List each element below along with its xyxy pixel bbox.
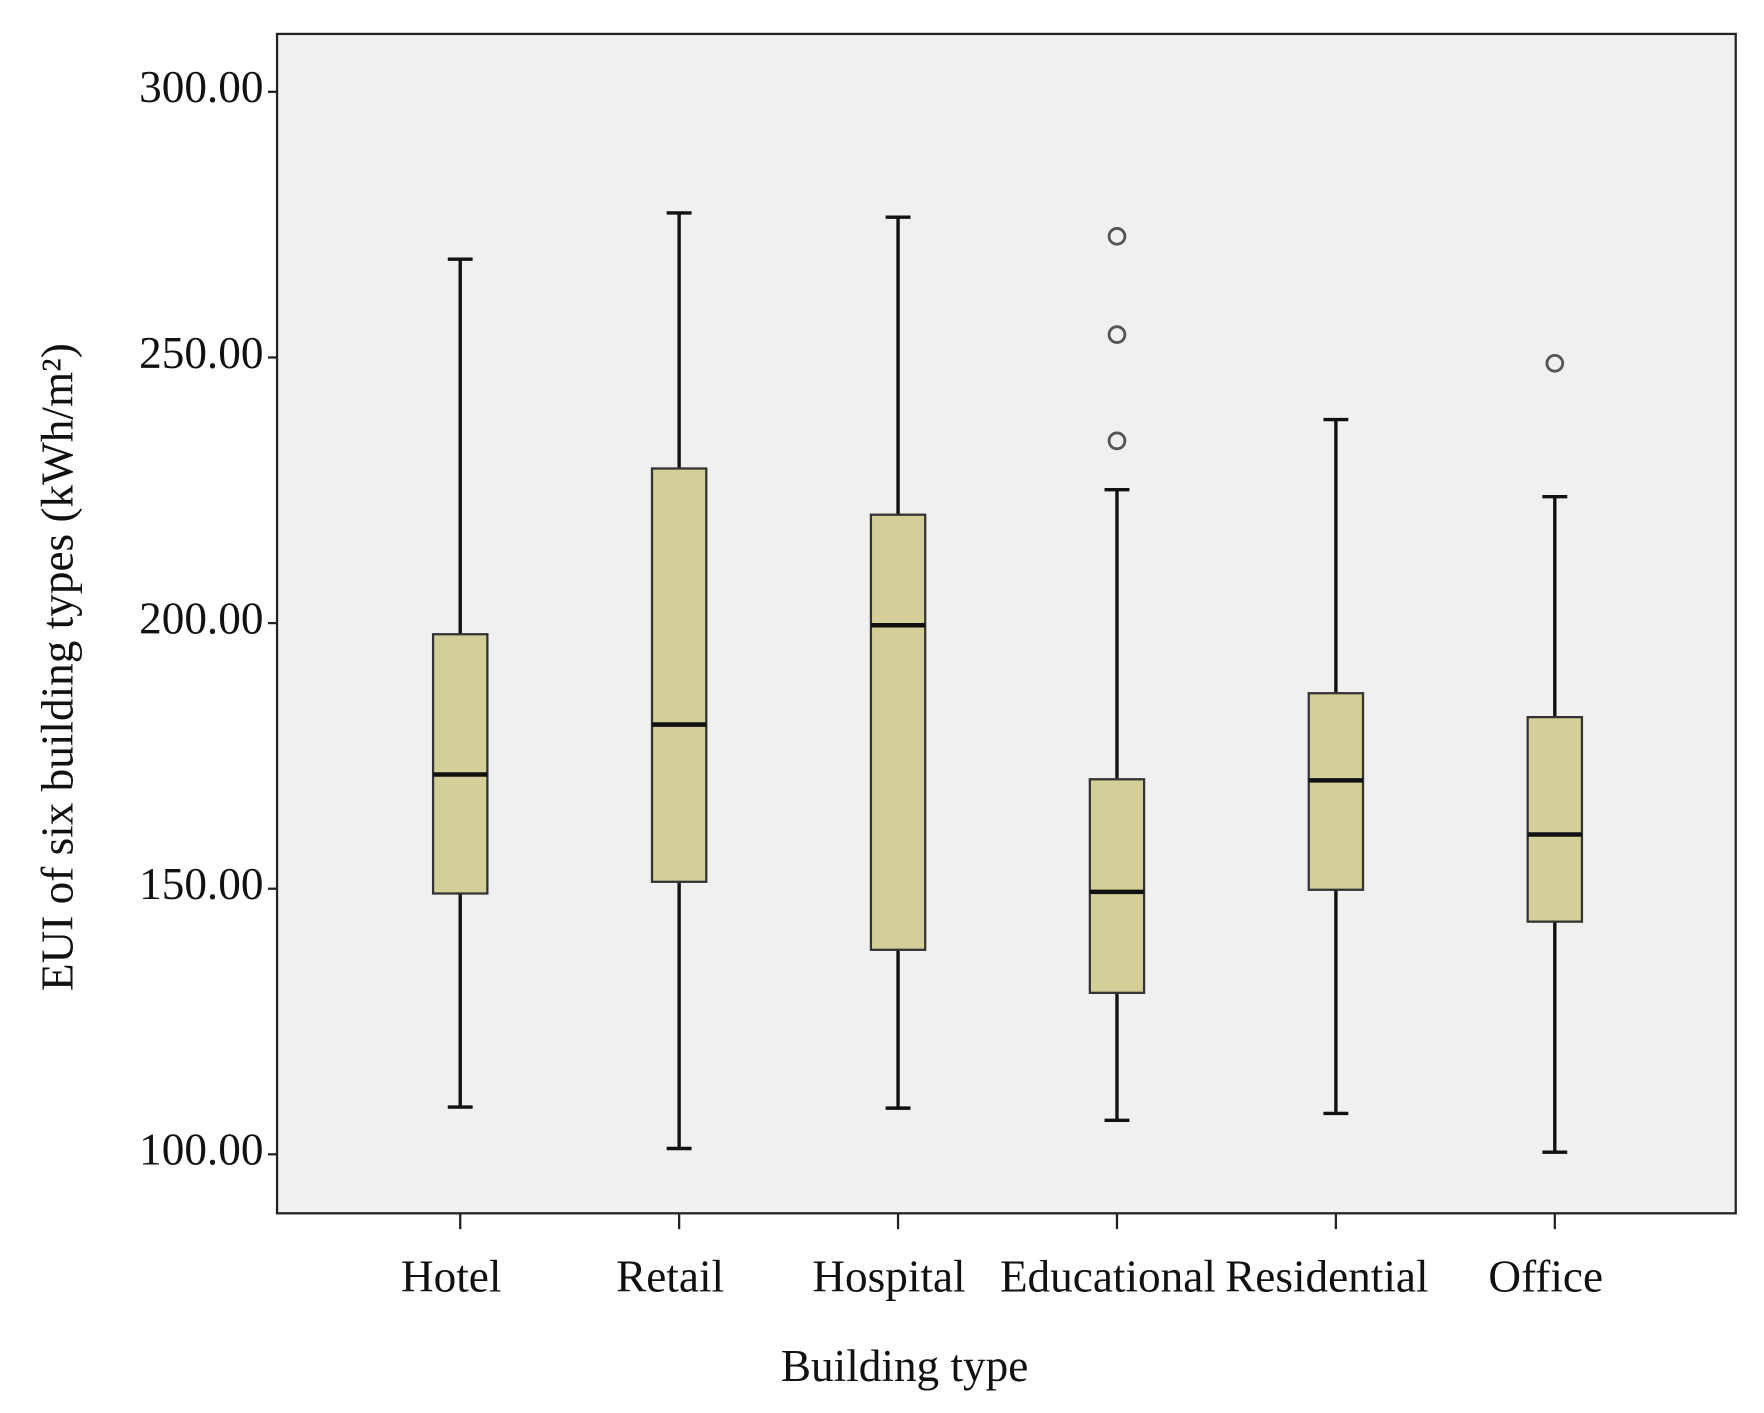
y-tick-label: 250.00 bbox=[139, 328, 263, 378]
y-tick-label: 100.00 bbox=[139, 1125, 263, 1175]
x-tick-label: Office bbox=[1488, 1252, 1603, 1302]
x-axis-label: Building type bbox=[781, 1341, 1028, 1391]
outlier bbox=[1545, 353, 1565, 373]
box bbox=[650, 467, 708, 883]
y-tick-label: 150.00 bbox=[139, 859, 263, 909]
box bbox=[1088, 778, 1146, 994]
plot-area bbox=[275, 32, 1737, 1215]
box bbox=[431, 633, 489, 895]
x-tick-label: Hospital bbox=[812, 1252, 965, 1302]
y-axis-label: EUI of six building types (kWh/m²) bbox=[33, 343, 83, 991]
outlier bbox=[1107, 325, 1127, 344]
x-tick-label: Educational bbox=[1000, 1252, 1216, 1302]
x-tick-label: Residential bbox=[1225, 1252, 1428, 1302]
x-tick-label: Retail bbox=[616, 1252, 724, 1302]
box bbox=[869, 513, 927, 951]
y-tick-label: 300.00 bbox=[139, 62, 263, 112]
y-tick-label: 200.00 bbox=[139, 593, 263, 643]
box bbox=[1526, 715, 1584, 923]
box bbox=[1307, 692, 1365, 891]
outlier bbox=[1107, 227, 1127, 246]
outlier bbox=[1107, 431, 1127, 451]
x-tick-label: Hotel bbox=[401, 1252, 501, 1302]
